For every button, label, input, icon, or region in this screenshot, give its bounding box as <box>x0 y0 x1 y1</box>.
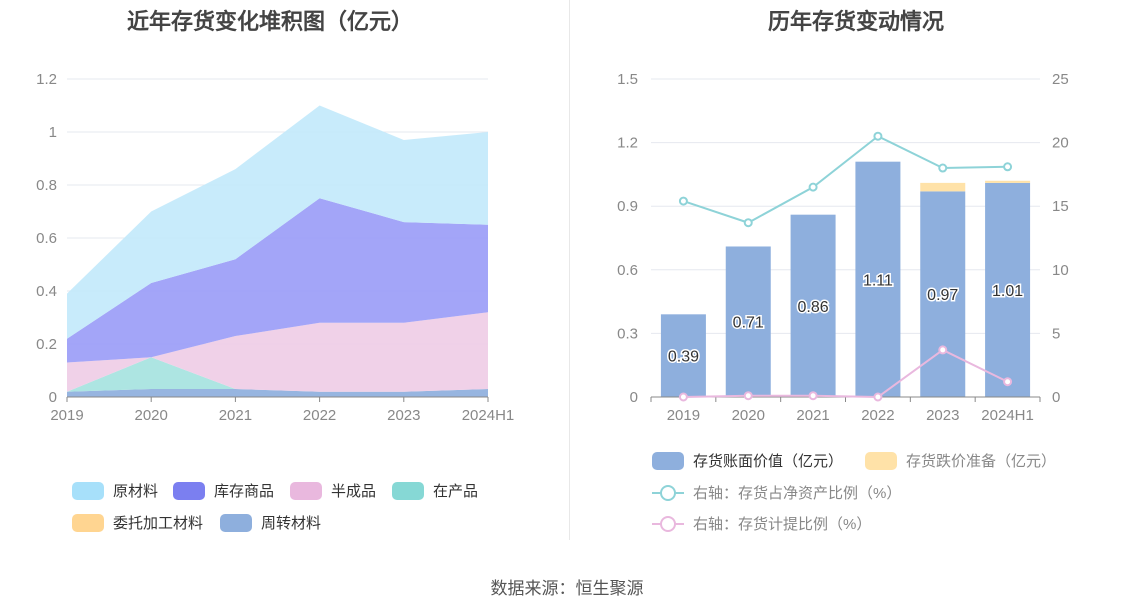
line-point <box>938 163 948 173</box>
left-area-3 <box>67 312 488 392</box>
legend-label: 存货跌价准备（亿元） <box>906 453 1057 470</box>
right-y-right-tick-label: 5 <box>1052 325 1060 342</box>
line-point <box>678 392 688 402</box>
right-y-right-tick-label: 20 <box>1052 135 1069 152</box>
right-chart-title: 历年存货变动情况 <box>767 9 944 34</box>
bar-book-value <box>855 161 901 397</box>
left-y-tick-label: 0.6 <box>36 230 57 247</box>
right-x-tick-label: 2022 <box>861 407 894 424</box>
bar-data-label: 1.11 <box>863 272 893 289</box>
line-point <box>873 131 883 141</box>
left-x-tick-label: 2022 <box>303 407 336 424</box>
data-source-note: 数据来源：恒生聚源 <box>490 579 644 598</box>
left-x-tick-label: 2020 <box>135 407 168 424</box>
legend-swatch <box>220 513 252 532</box>
left-area-2 <box>67 357 488 392</box>
right-x-tick-label: 2020 <box>732 407 765 424</box>
legend-swatch <box>392 481 424 500</box>
legend-swatch <box>652 515 684 533</box>
left-x-tick-label: 2023 <box>387 407 420 424</box>
line-point <box>873 392 883 402</box>
bar-book-value <box>920 191 966 397</box>
left-area-0 <box>67 389 488 397</box>
right-y-left-tick-label: 0 <box>630 389 638 406</box>
line-point <box>1003 162 1013 172</box>
legend-label: 周转材料 <box>261 515 322 532</box>
left-y-tick-label: 0 <box>49 389 57 406</box>
left-legend-item[interactable]: 周转材料 <box>220 512 321 533</box>
bar-impairment-provision <box>920 182 966 192</box>
right-legend-item[interactable]: 存货跌价准备（亿元） <box>865 450 1056 471</box>
right-legend-item[interactable]: 存货账面价值（亿元） <box>652 450 843 471</box>
right-y-right-tick-label: 15 <box>1052 198 1069 215</box>
line-point <box>808 182 818 192</box>
left-chart-title: 近年存货变化堆积图（亿元） <box>126 9 413 34</box>
right-x-tick-label: 2021 <box>796 407 829 424</box>
bar-data-label: 0.39 <box>668 349 699 366</box>
legend-label: 原材料 <box>113 483 159 500</box>
right-legend-item[interactable]: 右轴：存货占净资产比例（%） <box>652 482 901 503</box>
left-legend-item[interactable]: 半成品 <box>290 480 376 501</box>
bar-data-label: 1.01 <box>992 283 1023 300</box>
legend-label: 右轴：存货占净资产比例（%） <box>693 485 902 502</box>
right-x-tick-label: 2024H1 <box>981 407 1034 424</box>
left-x-tick-label: 2019 <box>50 407 83 424</box>
right-y-right-tick-label: 0 <box>1052 389 1060 406</box>
right-y-left-tick-label: 1.2 <box>617 135 638 152</box>
line-point <box>678 196 688 206</box>
left-y-tick-label: 1 <box>49 124 57 141</box>
left-legend-item[interactable]: 委托加工材料 <box>72 512 203 533</box>
legend-swatch <box>652 451 684 470</box>
right-y-left-tick-label: 0.9 <box>617 198 638 215</box>
chart-divider <box>569 0 570 540</box>
legend-label: 库存商品 <box>214 483 275 500</box>
line-series-1 <box>683 348 1009 399</box>
legend-swatch <box>290 481 322 500</box>
left-legend-item[interactable]: 在产品 <box>392 480 478 501</box>
bar-book-value <box>660 314 706 397</box>
right-legend-item[interactable]: 右轴：存货计提比例（%） <box>652 513 871 534</box>
legend-label: 右轴：存货计提比例（%） <box>693 516 872 533</box>
bar-data-label: 0.97 <box>927 287 958 304</box>
right-x-tick-label: 2023 <box>926 407 959 424</box>
left-x-tick-label: 2021 <box>219 407 252 424</box>
legend-swatch <box>72 513 104 532</box>
line-point <box>743 391 753 401</box>
legend-label: 存货账面价值（亿元） <box>693 453 844 470</box>
line-point <box>743 218 753 228</box>
legend-label: 半成品 <box>331 483 377 500</box>
line-series-0 <box>683 135 1008 224</box>
line-point <box>808 391 818 401</box>
legend-swatch <box>652 484 684 502</box>
legend-swatch <box>72 481 104 500</box>
left-y-tick-label: 0.2 <box>36 336 57 353</box>
left-area-4 <box>67 198 488 363</box>
left-y-tick-label: 0.8 <box>36 177 57 194</box>
right-y-right-tick-label: 10 <box>1052 262 1069 279</box>
line-point <box>1003 377 1013 387</box>
legend-label: 在产品 <box>433 483 479 500</box>
left-x-tick-label: 2024H1 <box>462 407 515 424</box>
right-y-left-tick-label: 1.5 <box>617 71 638 88</box>
left-legend-item[interactable]: 原材料 <box>72 480 158 501</box>
left-y-tick-label: 1.2 <box>36 71 57 88</box>
bar-data-label: 0.86 <box>798 299 829 316</box>
right-x-tick-label: 2019 <box>667 407 700 424</box>
right-y-right-tick-label: 25 <box>1052 71 1069 88</box>
bar-impairment-provision <box>985 180 1031 183</box>
right-y-left-tick-label: 0.3 <box>617 325 638 342</box>
line-point <box>938 345 948 355</box>
left-y-tick-label: 0.4 <box>36 283 57 300</box>
left-area-5 <box>67 105 488 339</box>
bar-data-label: 0.71 <box>733 315 764 332</box>
right-y-left-tick-label: 0.6 <box>617 262 638 279</box>
bar-book-value <box>790 214 836 397</box>
bar-book-value <box>725 246 771 397</box>
legend-swatch <box>173 481 205 500</box>
legend-label: 委托加工材料 <box>113 515 204 532</box>
legend-swatch <box>865 451 897 470</box>
bar-book-value <box>985 182 1031 397</box>
left-legend-item[interactable]: 库存商品 <box>173 480 274 501</box>
